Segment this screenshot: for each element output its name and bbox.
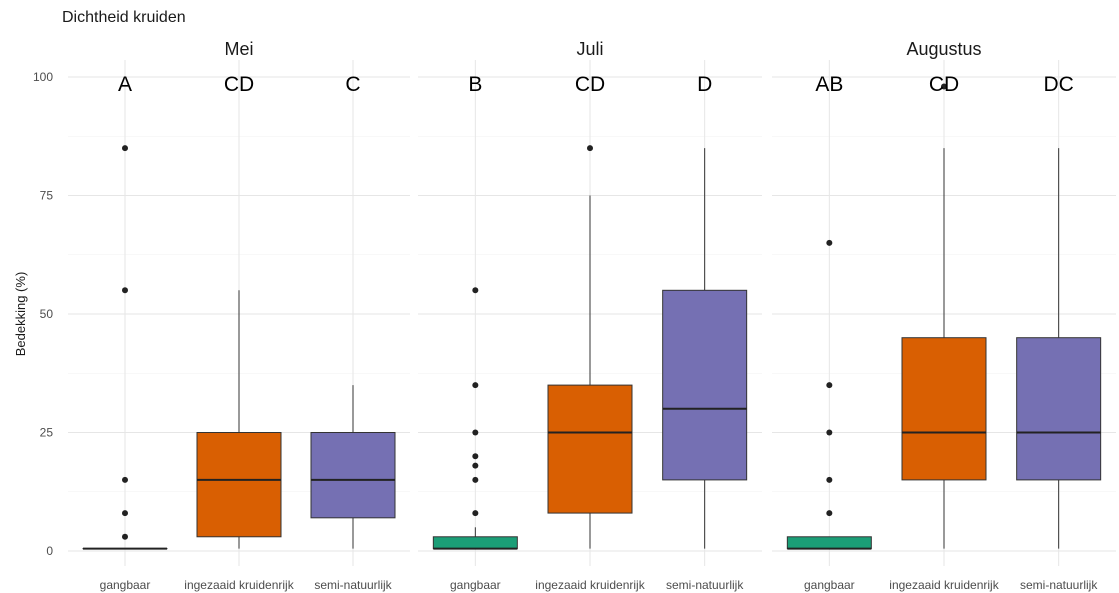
facet-label-augustus: Augustus <box>906 39 981 59</box>
outlier-point <box>826 239 833 246</box>
significance-letter: CD <box>224 73 254 96</box>
box-ingezaaid-kruidenrijk <box>196 432 282 538</box>
y-tick-label: 100 <box>33 70 53 84</box>
outlier-point <box>122 510 128 517</box>
significance-letter: D <box>697 73 712 96</box>
outlier-point <box>472 510 479 517</box>
x-tick-label: semi-natuurlijk <box>666 578 744 592</box>
significance-letter: C <box>345 73 360 96</box>
x-tick-label: semi-natuurlijk <box>314 578 392 592</box>
outlier-point <box>472 453 479 460</box>
x-tick-label: ingezaaid kruidenrijk <box>184 578 294 592</box>
y-tick-label: 50 <box>40 307 54 321</box>
outlier-point <box>122 533 128 540</box>
facet-label-juli: Juli <box>576 39 603 59</box>
outlier-point <box>587 145 593 152</box>
chart-title: Dichtheid kruiden <box>62 9 186 26</box>
box-gangbaar <box>432 536 518 550</box>
outlier-point <box>472 462 479 469</box>
outlier-point <box>122 476 128 483</box>
box-ingezaaid-kruidenrijk <box>547 384 633 514</box>
y-axis-label: Bedekking (%) <box>13 272 28 357</box>
outlier-point <box>472 476 479 483</box>
x-tick-label: semi-natuurlijk <box>1020 578 1098 592</box>
box-semi-natuurlijk <box>1016 337 1102 481</box>
x-tick-label: gangbaar <box>804 578 855 592</box>
box-gangbaar <box>786 536 872 550</box>
outlier-point <box>472 429 479 436</box>
outlier-point <box>826 476 833 483</box>
y-tick-label: 0 <box>46 544 53 558</box>
outlier-point <box>472 287 479 294</box>
x-tick-label: gangbaar <box>450 578 501 592</box>
box-semi-natuurlijk <box>310 432 396 519</box>
significance-letter: DC <box>1043 73 1073 96</box>
significance-letter: CD <box>929 73 959 96</box>
significance-letter: B <box>468 73 482 96</box>
facet-label-mei: Mei <box>224 39 253 59</box>
x-tick-label: ingezaaid kruidenrijk <box>889 578 999 592</box>
significance-letter: CD <box>575 73 605 96</box>
outlier-point <box>122 287 128 294</box>
outlier-point <box>826 510 833 517</box>
y-tick-label: 25 <box>40 426 54 440</box>
outlier-point <box>826 429 833 436</box>
y-tick-label: 75 <box>40 189 54 203</box>
box-ingezaaid-kruidenrijk <box>901 337 987 481</box>
outlier-point <box>472 382 479 389</box>
box-semi-natuurlijk <box>662 289 748 481</box>
outlier-point <box>826 382 833 389</box>
outlier-point <box>122 145 128 152</box>
x-tick-label: ingezaaid kruidenrijk <box>535 578 645 592</box>
significance-letter: AB <box>815 73 843 96</box>
outlier-point <box>941 83 947 90</box>
significance-letter: A <box>118 73 132 96</box>
x-tick-label: gangbaar <box>100 578 151 592</box>
